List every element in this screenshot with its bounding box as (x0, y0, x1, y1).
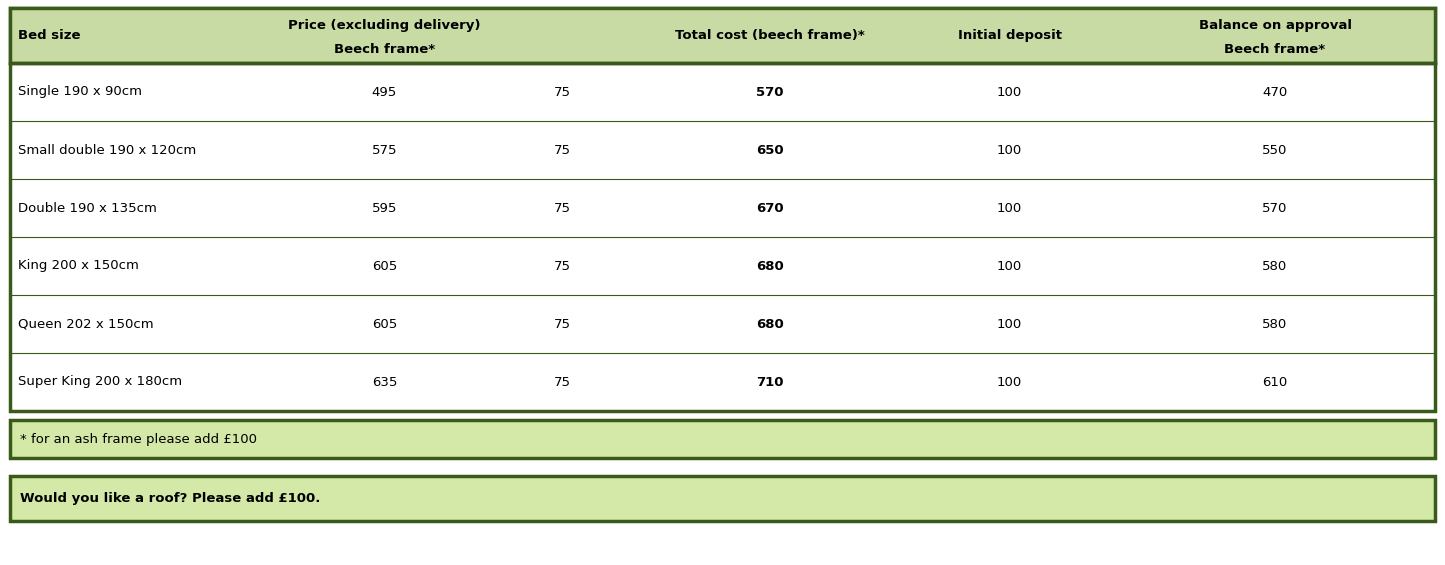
Text: 570: 570 (1263, 202, 1287, 215)
Text: 75: 75 (553, 144, 571, 157)
Text: Balance on approval: Balance on approval (1198, 19, 1351, 32)
Text: 100: 100 (997, 259, 1022, 272)
Text: 570: 570 (756, 85, 783, 98)
Text: 100: 100 (997, 85, 1022, 98)
Text: 75: 75 (553, 376, 571, 389)
Text: 75: 75 (553, 202, 571, 215)
Text: 575: 575 (371, 144, 397, 157)
Text: Double 190 x 135cm: Double 190 x 135cm (17, 202, 158, 215)
Text: King 200 x 150cm: King 200 x 150cm (17, 259, 139, 272)
Text: Initial deposit: Initial deposit (958, 29, 1062, 42)
Text: 470: 470 (1263, 85, 1287, 98)
Text: 580: 580 (1263, 259, 1287, 272)
Text: 650: 650 (756, 144, 783, 157)
Text: 610: 610 (1263, 376, 1287, 389)
Text: 100: 100 (997, 202, 1022, 215)
Text: 550: 550 (1263, 144, 1287, 157)
Bar (10, 476, 1435, 521)
Text: 710: 710 (756, 376, 783, 389)
Text: 75: 75 (553, 318, 571, 331)
Text: Single 190 x 90cm: Single 190 x 90cm (17, 85, 142, 98)
Bar (10, 8, 1435, 411)
Text: Would you like a roof? Please add £100.: Would you like a roof? Please add £100. (20, 492, 321, 505)
Text: 670: 670 (756, 202, 783, 215)
Text: 75: 75 (553, 259, 571, 272)
Text: 680: 680 (756, 318, 783, 331)
Text: 595: 595 (371, 202, 397, 215)
Text: 680: 680 (756, 259, 783, 272)
Bar (10, 420, 1435, 458)
Text: Total cost (beech frame)*: Total cost (beech frame)* (675, 29, 864, 42)
Text: Queen 202 x 150cm: Queen 202 x 150cm (17, 318, 153, 331)
Text: 605: 605 (371, 259, 397, 272)
Text: Super King 200 x 180cm: Super King 200 x 180cm (17, 376, 182, 389)
Bar (10, 8, 1435, 63)
Text: Beech frame*: Beech frame* (334, 43, 435, 56)
Text: 100: 100 (997, 376, 1022, 389)
Text: 495: 495 (371, 85, 397, 98)
Text: 580: 580 (1263, 318, 1287, 331)
Text: Small double 190 x 120cm: Small double 190 x 120cm (17, 144, 197, 157)
Text: 605: 605 (371, 318, 397, 331)
Text: 75: 75 (553, 85, 571, 98)
Text: 635: 635 (371, 376, 397, 389)
Text: 100: 100 (997, 144, 1022, 157)
Text: Price (excluding delivery): Price (excluding delivery) (288, 19, 481, 32)
Text: 100: 100 (997, 318, 1022, 331)
Text: Beech frame*: Beech frame* (1224, 43, 1325, 56)
Text: Bed size: Bed size (17, 29, 81, 42)
Text: * for an ash frame please add £100: * for an ash frame please add £100 (20, 432, 257, 445)
